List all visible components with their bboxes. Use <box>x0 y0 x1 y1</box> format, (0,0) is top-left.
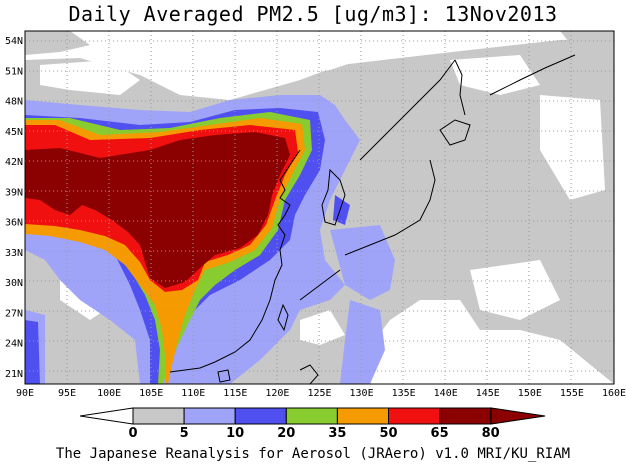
lat-tick-label: 42N <box>5 157 23 168</box>
lat-tick-label: 48N <box>5 97 23 108</box>
lon-tick-label: 130E <box>350 388 374 399</box>
colorbar-level-label: 5 <box>180 426 189 441</box>
colorbar-level-label: 50 <box>379 426 397 441</box>
lon-tick-label: 150E <box>518 388 542 399</box>
lat-tick-label: 27N <box>5 308 23 319</box>
lat-lon-grid <box>25 31 614 384</box>
level-80-plus <box>25 132 290 288</box>
lon-tick-label: 110E <box>181 388 205 399</box>
colorbar-swatch <box>439 407 492 425</box>
colorbar-swatch <box>388 407 441 425</box>
sakhalin <box>454 59 466 116</box>
colorbar-level-label: 20 <box>277 426 295 441</box>
lat-tick-label: 39N <box>5 187 23 198</box>
longitude-tick-labels: 90E 95E 100E 105E 110E 115E 120E 125E 130E 135E 14… <box>16 388 626 399</box>
philippines <box>299 364 319 384</box>
hainan <box>217 369 231 383</box>
lat-tick-label: 54N <box>5 36 23 47</box>
colorbar-swatch <box>132 407 185 425</box>
lon-tick-label: 160E <box>602 388 626 399</box>
colorbar-level-label: 0 <box>128 426 137 441</box>
colorbar-swatch <box>183 407 236 425</box>
colorbar-swatch <box>234 407 287 425</box>
japan-hokkaido <box>439 119 471 146</box>
lon-tick-label: 125E <box>307 388 331 399</box>
colorbar-max-arrow <box>490 407 546 425</box>
lon-tick-label: 145E <box>476 388 500 399</box>
lon-tick-label: 140E <box>434 388 458 399</box>
lat-tick-label: 51N <box>5 66 23 77</box>
coastlines <box>169 54 576 384</box>
lon-tick-label: 90E <box>16 388 34 399</box>
colorbar-swatch <box>285 407 338 425</box>
colorbar-swatch <box>336 407 389 425</box>
ryukyu-islands <box>299 269 341 301</box>
kuril-islands <box>489 54 576 96</box>
lat-tick-label: 36N <box>5 218 23 229</box>
korea-coastline <box>321 168 346 226</box>
map-title: Daily Averaged PM2.5 [ug/m3]: 13Nov2013 <box>68 2 558 26</box>
lat-tick-label: 30N <box>5 278 23 289</box>
lon-tick-label: 100E <box>97 388 121 399</box>
colorbar: 0 5 10 20 35 50 65 80 <box>79 407 546 441</box>
lat-tick-label: 33N <box>5 248 23 259</box>
map-footer-credit: The Japanese Reanalysis for Aerosol (JRA… <box>55 446 571 462</box>
lon-tick-label: 120E <box>265 388 289 399</box>
colorbar-level-label: 35 <box>328 426 346 441</box>
lon-tick-label: 105E <box>139 388 163 399</box>
russia-coast <box>359 59 456 161</box>
lon-tick-label: 135E <box>392 388 416 399</box>
latitude-tick-labels: 54N 51N 48N 45N 42N 39N 36N 33N 30N 27N 24N 21N <box>5 36 23 380</box>
lon-tick-label: 95E <box>58 388 76 399</box>
lon-tick-label: 155E <box>560 388 584 399</box>
colorbar-level-label: 10 <box>226 426 244 441</box>
taiwan <box>277 303 289 332</box>
lat-tick-label: 21N <box>5 369 23 380</box>
china-coastline <box>169 149 301 373</box>
colorbar-min-arrow <box>79 407 134 425</box>
map-frame <box>24 30 615 385</box>
colorbar-level-label: 65 <box>431 426 449 441</box>
lat-tick-label: 45N <box>5 127 23 138</box>
colorbar-level-label: 80 <box>482 426 500 441</box>
lat-tick-label: 24N <box>5 339 23 350</box>
lon-tick-label: 115E <box>223 388 247 399</box>
japan-honshu <box>344 159 436 256</box>
